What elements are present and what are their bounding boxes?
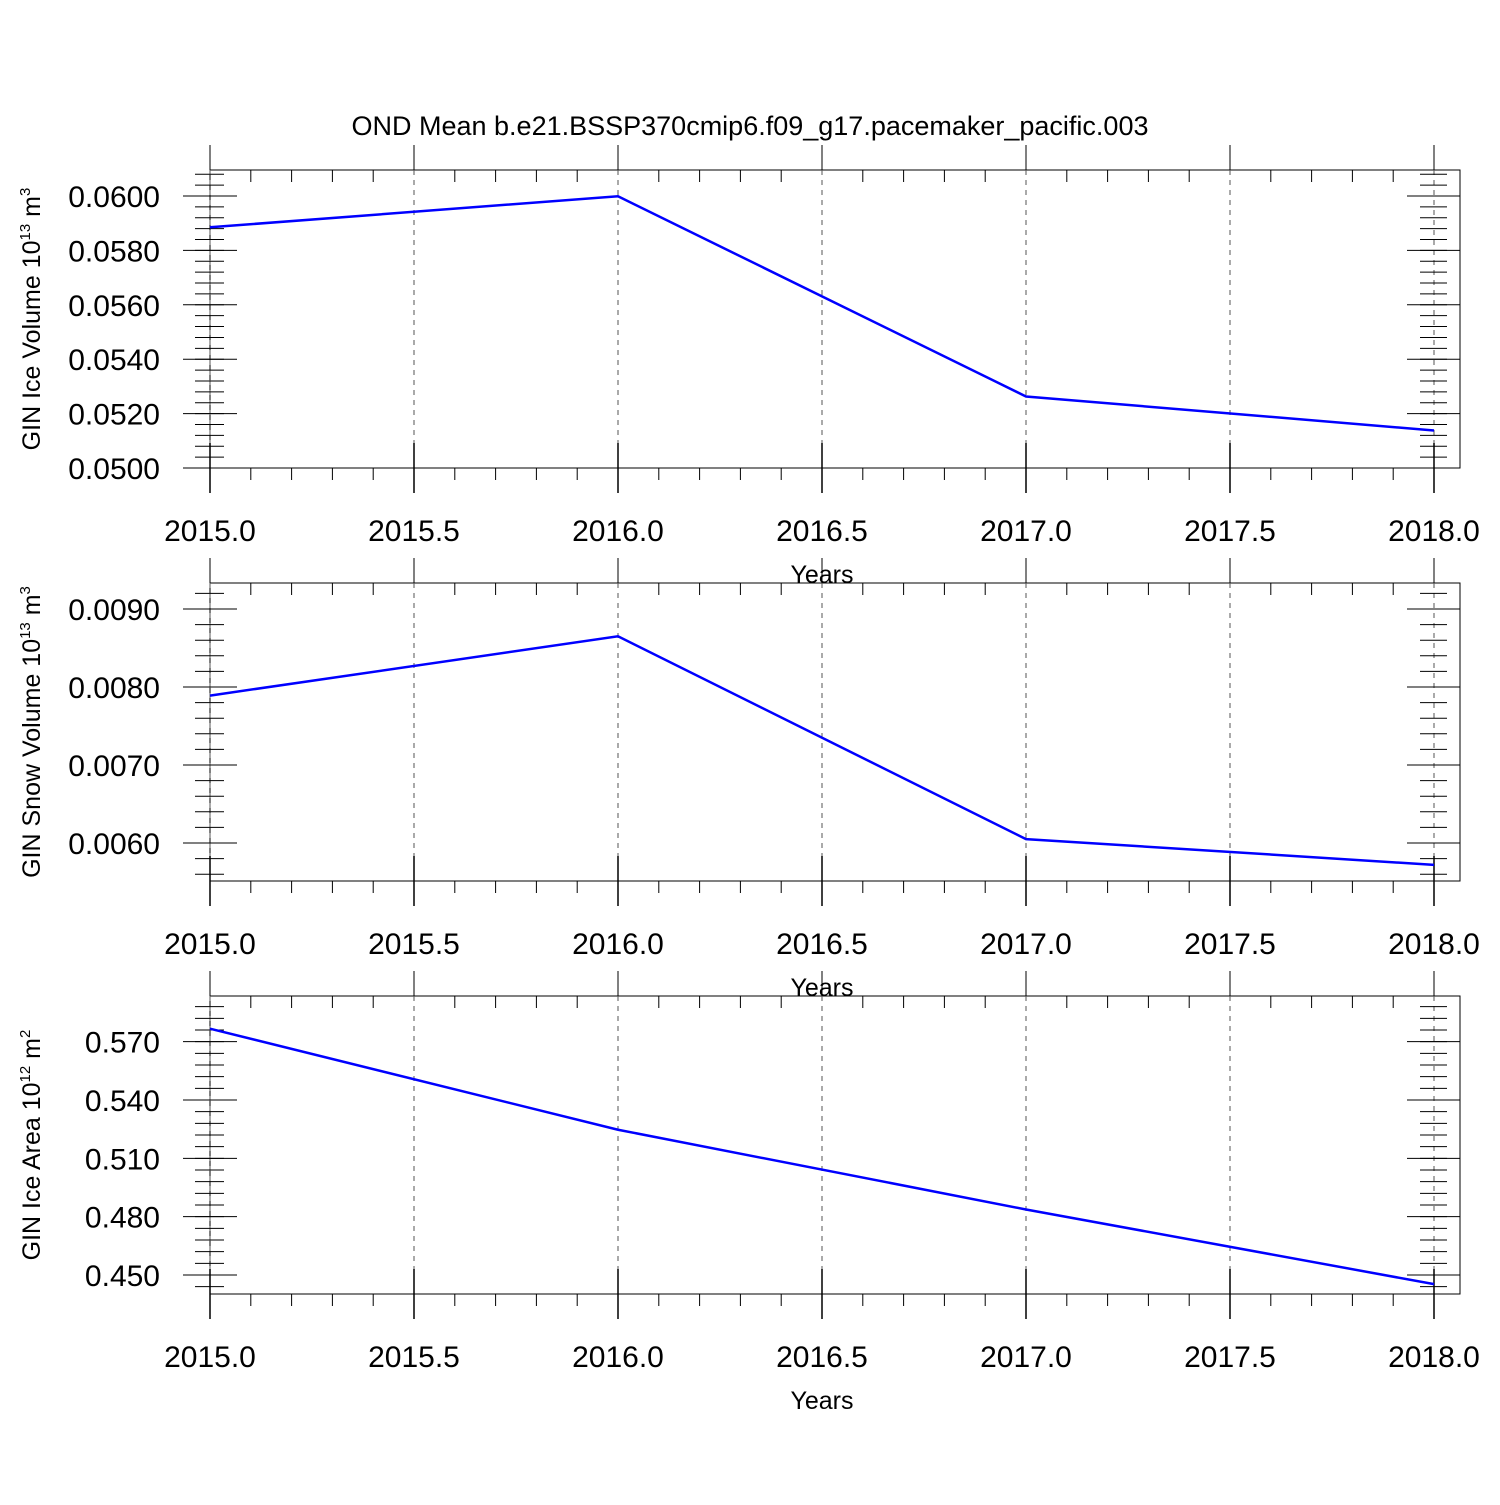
panel-1-y-tick-label: 0.0500 bbox=[68, 453, 160, 486]
panel-3-frame bbox=[210, 996, 1460, 1294]
panel-1-x-tick-label: 2016.0 bbox=[572, 515, 664, 548]
panel-1-x-tick-label: 2017.0 bbox=[980, 515, 1072, 548]
panel-1-y-tick-label: 0.0560 bbox=[68, 290, 160, 323]
panel-2-x-tick-label: 2015.0 bbox=[164, 928, 256, 961]
panel-3-x-tick-label: 2015.5 bbox=[368, 1341, 460, 1374]
panel-1-y-axis-title-part: 13 bbox=[17, 224, 34, 241]
panel-1-x-tick-label: 2015.0 bbox=[164, 515, 256, 548]
panel-3-y-axis-title-part: m bbox=[18, 1038, 46, 1066]
panel-3-x-tick-label: 2015.0 bbox=[164, 1341, 256, 1374]
panel-3-y-tick-label: 0.510 bbox=[85, 1143, 160, 1176]
panel-2-y-tick-label: 0.0090 bbox=[68, 594, 160, 627]
panel-3-x-tick-label: 2016.0 bbox=[572, 1341, 664, 1374]
panel-2-x-tick-label: 2016.0 bbox=[572, 928, 664, 961]
panel-1-y-tick-label: 0.0580 bbox=[68, 235, 160, 268]
panel-2-y-tick-label: 0.0070 bbox=[68, 750, 160, 783]
panel-2-x-tick-label: 2015.5 bbox=[368, 928, 460, 961]
panel-1-x-tick-label: 2017.5 bbox=[1184, 515, 1276, 548]
panel-3-y-axis-title-part: 12 bbox=[17, 1066, 34, 1083]
panel-3-x-tick-label: 2017.0 bbox=[980, 1341, 1072, 1374]
panel-3-x-tick-label: 2017.5 bbox=[1184, 1341, 1276, 1374]
panel-3-y-axis-title: GIN Ice Area 1012 m2 bbox=[17, 1030, 46, 1261]
panel-3-y-tick-label: 0.570 bbox=[85, 1027, 160, 1060]
panel-1-y-axis-title-part: 3 bbox=[17, 188, 34, 196]
panel-1-y-tick-label: 0.0520 bbox=[68, 399, 160, 432]
panel-1-y-tick-label: 0.0540 bbox=[68, 344, 160, 377]
panel-1-x-tick-label: 2015.5 bbox=[368, 515, 460, 548]
panel-3-y-axis-title-part: GIN Ice Area 10 bbox=[18, 1082, 46, 1260]
panel-3-y-tick-label: 0.540 bbox=[85, 1085, 160, 1118]
panel-2-y-axis-title-part: 13 bbox=[17, 622, 34, 639]
panel-1-y-axis-title-part: GIN Ice Volume 10 bbox=[18, 240, 46, 450]
panel-2-y-tick-label: 0.0080 bbox=[68, 672, 160, 705]
panel-1-x-tick-label: 2018.0 bbox=[1388, 515, 1480, 548]
panel-3-y-tick-label: 0.480 bbox=[85, 1202, 160, 1235]
panel-1-y-tick-label: 0.0600 bbox=[68, 181, 160, 214]
panel-2-x-tick-label: 2016.5 bbox=[776, 928, 868, 961]
panel-2-series-line bbox=[210, 636, 1434, 865]
panel-2-x-tick-label: 2017.0 bbox=[980, 928, 1072, 961]
panel-1-y-axis-title-part: m bbox=[18, 196, 46, 224]
panel-1-y-axis-title: GIN Ice Volume 1013 m3 bbox=[17, 188, 46, 451]
panel-3-x-tick-label: 2016.5 bbox=[776, 1341, 868, 1374]
panel-3-y-axis-title-part: 2 bbox=[17, 1030, 34, 1038]
panel-2-y-axis-title-part: GIN Snow Volume 10 bbox=[18, 639, 46, 878]
panel-3-x-tick-label: 2018.0 bbox=[1388, 1341, 1480, 1374]
chart-title: OND Mean b.e21.BSSP370cmip6.f09_g17.pace… bbox=[352, 111, 1149, 141]
panel-1-x-tick-label: 2016.5 bbox=[776, 515, 868, 548]
panel-3-x-axis-title: Years bbox=[790, 1387, 853, 1415]
panel-2-y-axis-title: GIN Snow Volume 1013 m3 bbox=[17, 586, 46, 878]
panel-3-y-tick-label: 0.450 bbox=[85, 1260, 160, 1293]
panel-2-frame bbox=[210, 583, 1460, 881]
panel-2-x-tick-label: 2017.5 bbox=[1184, 928, 1276, 961]
panel-2-x-tick-label: 2018.0 bbox=[1388, 928, 1480, 961]
panel-2-y-axis-title-part: m bbox=[18, 594, 46, 622]
panel-2-y-axis-title-part: 3 bbox=[17, 586, 34, 594]
panel-1-frame bbox=[210, 170, 1460, 468]
panel-2-y-tick-label: 0.0060 bbox=[68, 828, 160, 861]
